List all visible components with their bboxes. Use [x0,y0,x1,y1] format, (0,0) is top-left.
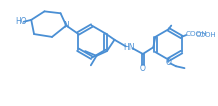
Text: COOH: COOH [186,31,208,37]
Text: COOH: COOH [196,32,217,38]
Text: HN: HN [123,43,135,52]
Text: N: N [63,21,69,30]
Text: HO: HO [15,17,27,26]
Text: O: O [140,64,146,73]
Text: O: O [165,58,171,67]
